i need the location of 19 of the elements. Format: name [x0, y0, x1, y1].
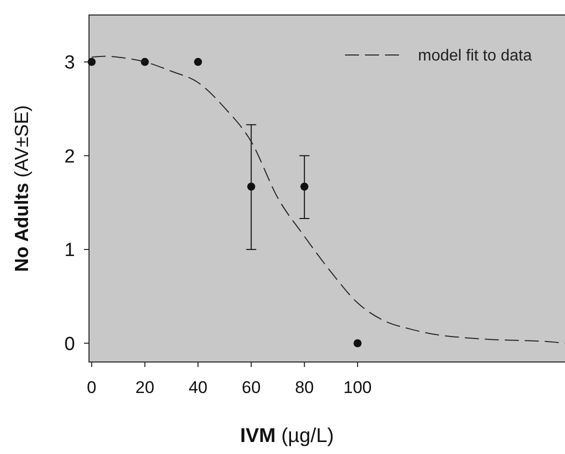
point [247, 182, 256, 191]
x-tick-label: 40 [188, 378, 208, 397]
point [354, 339, 362, 348]
x-tick-label: 60 [242, 378, 261, 397]
x-tick-label: 20 [135, 378, 154, 397]
y-tick-label: 1 [64, 240, 75, 262]
y-axis-title: No Adults (AV±SE) [12, 105, 33, 272]
x-tick-label: 0 [86, 378, 96, 397]
point [300, 182, 308, 191]
point [194, 58, 202, 66]
x-tick-label: 100 [343, 378, 372, 397]
y-tick-label: 2 [64, 146, 75, 168]
legend-label: model fit to data [418, 48, 532, 65]
y-tick-label: 3 [64, 52, 75, 74]
point [88, 58, 96, 66]
point [140, 58, 149, 66]
y-tick-label: 0 [64, 334, 75, 355]
x-axis-title: IVM (µg/L) [240, 425, 334, 447]
x-tick-label: 80 [294, 378, 314, 397]
